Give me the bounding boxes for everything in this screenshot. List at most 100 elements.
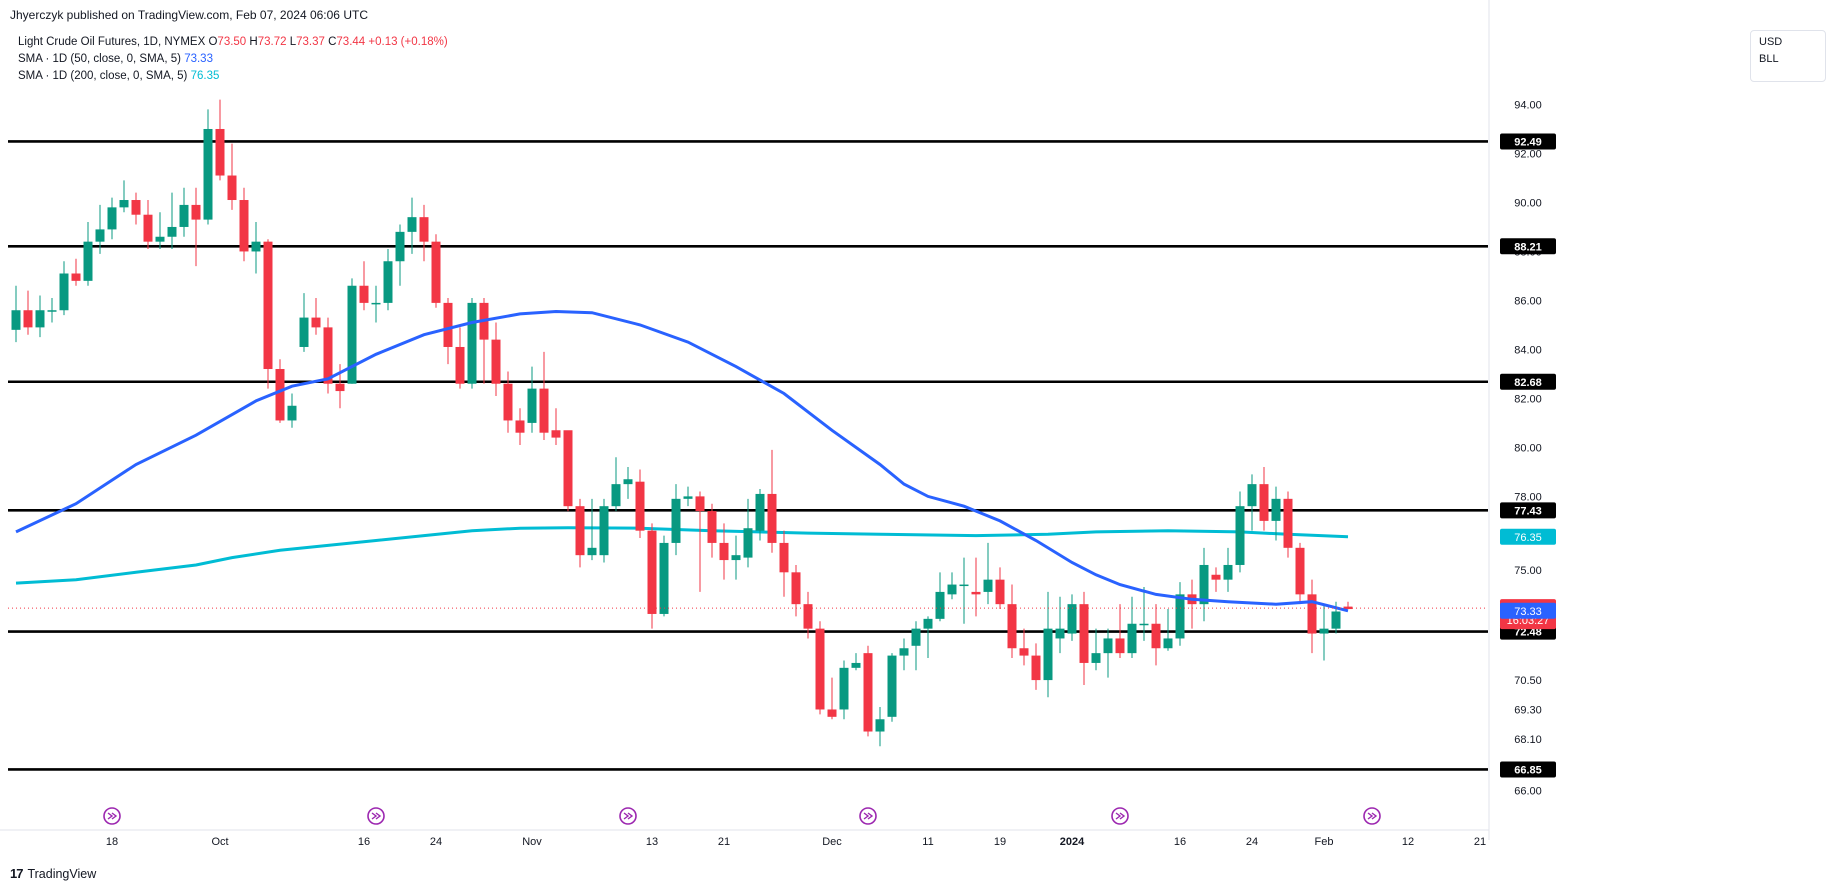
candle[interactable] xyxy=(1259,466,1269,531)
candle[interactable] xyxy=(1151,604,1161,666)
candle[interactable] xyxy=(167,192,177,250)
candle[interactable] xyxy=(1223,547,1233,592)
event-marker-icon[interactable] xyxy=(367,807,385,825)
candle[interactable] xyxy=(923,616,933,659)
candle[interactable] xyxy=(191,187,201,267)
candle[interactable] xyxy=(599,498,609,563)
currency-unit-selector[interactable]: USD BLL xyxy=(1750,30,1826,82)
candle[interactable] xyxy=(131,192,141,225)
candle[interactable] xyxy=(623,466,633,499)
candle[interactable] xyxy=(443,297,453,365)
candle[interactable] xyxy=(1115,604,1125,659)
time-axis[interactable]: 18 Oct 16 24 Nov 13 21 Dec 11 19 2024 16 24 Feb 12 21 xyxy=(0,829,1489,848)
candle[interactable] xyxy=(1235,491,1245,573)
candle[interactable] xyxy=(911,621,921,671)
candle[interactable] xyxy=(1031,643,1041,690)
sma50-line[interactable] xyxy=(15,309,1349,613)
candle[interactable] xyxy=(1091,628,1101,671)
candle[interactable] xyxy=(71,258,81,286)
candle[interactable] xyxy=(419,204,429,262)
candle[interactable] xyxy=(155,212,165,250)
candle[interactable] xyxy=(875,707,885,747)
candle[interactable] xyxy=(635,469,645,539)
candle[interactable] xyxy=(359,261,369,311)
candle[interactable] xyxy=(983,542,993,605)
candle[interactable] xyxy=(431,234,441,308)
candle[interactable] xyxy=(803,591,813,639)
candle[interactable] xyxy=(1043,591,1053,698)
candle[interactable] xyxy=(239,187,249,262)
candle[interactable] xyxy=(299,293,309,352)
candle[interactable] xyxy=(95,204,105,254)
candle[interactable] xyxy=(35,295,45,338)
candle[interactable] xyxy=(371,285,381,323)
candle[interactable] xyxy=(959,557,969,624)
legend-symbol[interactable]: Light Crude Oil Futures, 1D, NYMEX xyxy=(18,36,206,48)
candle[interactable] xyxy=(611,457,621,512)
candle[interactable] xyxy=(659,535,669,617)
candle[interactable] xyxy=(311,297,321,335)
candle[interactable] xyxy=(863,645,873,737)
candle[interactable] xyxy=(1199,547,1209,622)
candle[interactable] xyxy=(935,572,945,622)
candle[interactable] xyxy=(1187,579,1197,629)
candle[interactable] xyxy=(515,408,525,445)
candle[interactable] xyxy=(1283,491,1293,558)
candle[interactable] xyxy=(503,371,513,433)
candle[interactable] xyxy=(1079,591,1089,685)
candle[interactable] xyxy=(1055,596,1065,654)
candle[interactable] xyxy=(851,653,861,671)
candle[interactable] xyxy=(467,297,477,389)
sma200-line[interactable] xyxy=(15,526,1349,585)
candle[interactable] xyxy=(263,239,273,389)
candle[interactable] xyxy=(323,317,333,394)
candle[interactable] xyxy=(179,187,189,237)
price-axis[interactable]: 94.0092.0090.0088.0086.0084.0082.0080.00… xyxy=(1488,0,1542,840)
candle[interactable] xyxy=(383,249,393,311)
candle[interactable] xyxy=(683,486,693,507)
candle[interactable] xyxy=(59,261,69,316)
candle[interactable] xyxy=(899,638,909,671)
candle[interactable] xyxy=(287,393,297,428)
event-marker-icon[interactable] xyxy=(619,807,637,825)
candle[interactable] xyxy=(719,523,729,580)
candle[interactable] xyxy=(1271,486,1281,541)
candle[interactable] xyxy=(215,99,225,181)
candle[interactable] xyxy=(1007,584,1017,659)
candle[interactable] xyxy=(671,484,681,556)
tradingview-logo[interactable]: 17 TradingView xyxy=(10,866,96,881)
candle[interactable] xyxy=(1247,474,1257,531)
event-marker-icon[interactable] xyxy=(1111,807,1129,825)
candle[interactable] xyxy=(227,143,237,210)
legend-sma200-row[interactable]: SMA · 1D (200, close, 0, SMA, 5) 76.35 xyxy=(18,68,448,85)
candle[interactable] xyxy=(575,498,585,568)
candle[interactable] xyxy=(395,224,405,286)
candle[interactable] xyxy=(731,535,741,580)
candle[interactable] xyxy=(971,557,981,617)
candle[interactable] xyxy=(479,297,489,384)
candles-series[interactable] xyxy=(11,99,1353,747)
candle[interactable] xyxy=(83,222,93,286)
candle[interactable] xyxy=(527,366,537,433)
candle[interactable] xyxy=(1019,628,1029,666)
candle[interactable] xyxy=(47,297,57,323)
candle[interactable] xyxy=(647,523,657,629)
event-marker-icon[interactable] xyxy=(1363,807,1381,825)
candle[interactable] xyxy=(23,290,33,335)
candle[interactable] xyxy=(107,197,117,240)
candle[interactable] xyxy=(539,351,549,441)
candle[interactable] xyxy=(887,653,897,722)
candle[interactable] xyxy=(1139,587,1149,641)
candle[interactable] xyxy=(707,503,717,558)
candle[interactable] xyxy=(1211,567,1221,592)
candle[interactable] xyxy=(11,285,21,343)
candle[interactable] xyxy=(551,408,561,445)
candle[interactable] xyxy=(1175,582,1185,646)
candle[interactable] xyxy=(587,498,597,561)
candle[interactable] xyxy=(251,222,261,274)
candle[interactable] xyxy=(1067,594,1077,641)
candle[interactable] xyxy=(563,430,573,512)
candle[interactable] xyxy=(143,200,153,250)
event-marker-icon[interactable] xyxy=(103,807,121,825)
